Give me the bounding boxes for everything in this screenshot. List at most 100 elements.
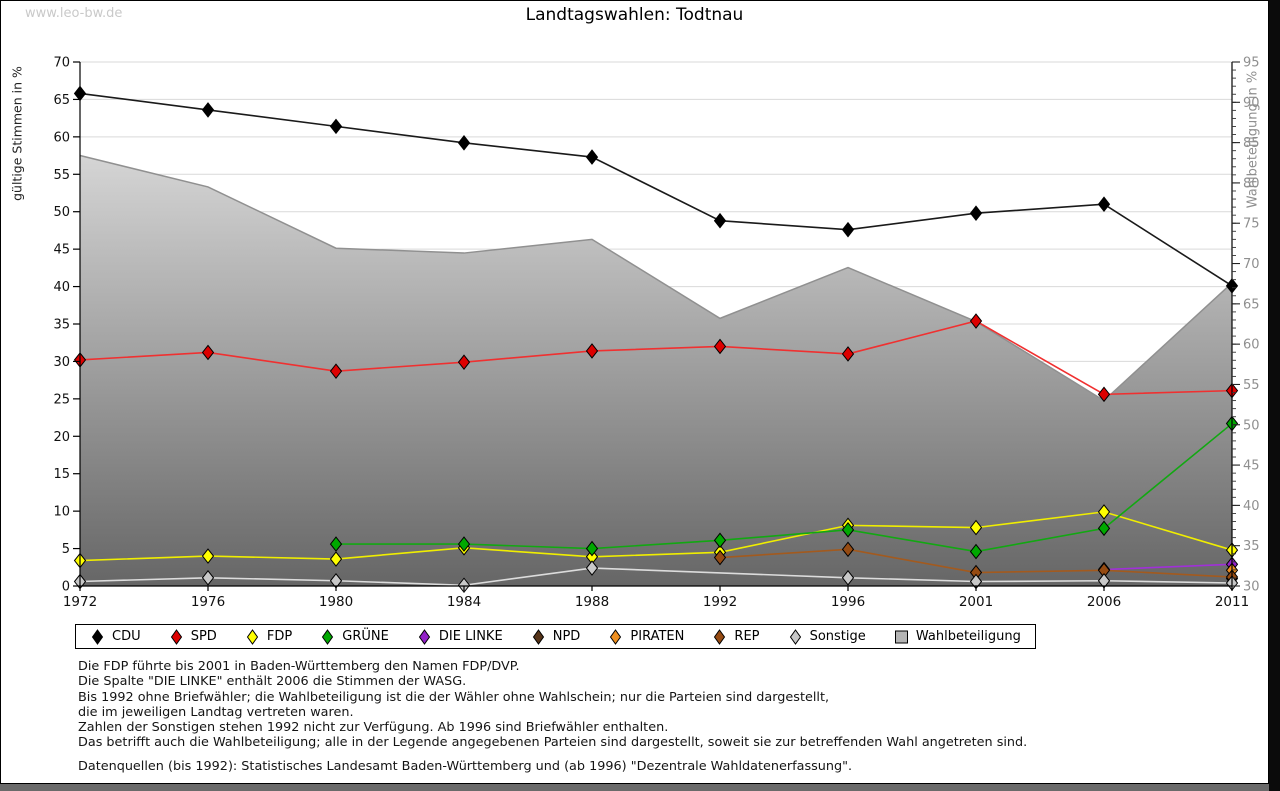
svg-text:80: 80 <box>1243 176 1260 191</box>
note-line: Bis 1992 ohne Briefwähler; die Wahlbetei… <box>78 689 830 705</box>
svg-text:55: 55 <box>1243 378 1260 393</box>
marker-GRÜNE-1988 <box>585 540 599 557</box>
marker-GRÜNE-2006 <box>1097 520 1111 537</box>
legend-label: REP <box>734 629 760 644</box>
svg-text:45: 45 <box>53 243 70 258</box>
legend-label: Sonstige <box>809 629 866 644</box>
marker-FDP-2006 <box>1097 504 1111 520</box>
svg-text:50: 50 <box>53 205 70 220</box>
svg-text:30: 30 <box>1243 580 1260 595</box>
legend-item-REP: REP <box>712 628 760 645</box>
chart-title: Landtagswahlen: Todtnau <box>525 5 744 25</box>
diamond-marker-icon <box>532 628 544 645</box>
svg-text:50: 50 <box>1243 418 1260 433</box>
svg-text:65: 65 <box>53 93 70 108</box>
right-axis-title: Wahlbeteiligung in % <box>1245 70 1261 209</box>
legend-label: GRÜNE <box>342 629 389 644</box>
diamond-marker-icon <box>789 628 801 645</box>
marker-CDU-1992 <box>713 212 727 229</box>
marker-GRÜNE-1984 <box>457 536 471 552</box>
legend-label: SPD <box>190 629 217 644</box>
marker-CDU-2006 <box>1097 196 1111 213</box>
series-area-wahlbeteiligung <box>79 154 1233 586</box>
marker-GRÜNE-2001 <box>969 543 983 560</box>
note-line: Zahlen der Sonstigen stehen 1992 nicht z… <box>78 720 669 736</box>
legend-item-CDU: CDU <box>90 628 141 645</box>
axes: 0 5 10 15 20 25 30 35 40 45 50 55 60 65 70 1972 1976 1980… <box>53 56 1259 611</box>
svg-text:70: 70 <box>1243 257 1260 272</box>
marker-FDP-2001 <box>969 519 983 536</box>
svg-text:85: 85 <box>1243 136 1260 151</box>
svg-text:0: 0 <box>62 580 70 595</box>
x-tick-1980: 1980 <box>319 594 353 610</box>
legend-item-PIRATEN: PIRATEN <box>608 628 685 645</box>
legend: CDU SPD FDP GRÜNE DIE LINKE NPD PIRATEN REP Sons… <box>75 624 1036 649</box>
diamond-marker-icon <box>91 628 104 645</box>
legend-label: PIRATEN <box>630 629 685 644</box>
legend-label: DIE LINKE <box>438 629 503 644</box>
legend-item-SPD: SPD <box>169 628 217 645</box>
note-line: Die FDP führte bis 2001 in Baden-Württem… <box>78 659 520 674</box>
marker-GRÜNE-1980 <box>329 536 343 552</box>
marker-SPD-2006 <box>1097 386 1111 403</box>
data-source-line: Datenquellen (bis 1992): Statistisches L… <box>78 758 853 774</box>
diamond-marker-icon <box>714 628 726 645</box>
legend-item-NPD: NPD <box>531 628 580 645</box>
marker-CDU-1988 <box>585 149 599 165</box>
svg-text:75: 75 <box>1243 217 1260 232</box>
bottom-bar <box>0 784 1269 791</box>
legend-label: Wahlbeteiligung <box>915 629 1021 644</box>
note-line: Die Spalte "DIE LINKE" enthält 2006 die … <box>78 674 467 690</box>
marker-Sonstige-1988 <box>585 560 599 576</box>
marker-CDU-2001 <box>969 205 983 222</box>
svg-text:95: 95 <box>1243 56 1260 71</box>
legend-item-Wahlbeteiligung: Wahlbeteiligung <box>894 629 1021 645</box>
marker-SPD-1984 <box>457 354 471 370</box>
marker-FDP-1976 <box>201 548 215 564</box>
marker-REP-1992 <box>713 549 727 566</box>
svg-text:40: 40 <box>53 280 70 295</box>
right-edge-bar <box>1269 0 1280 791</box>
diamond-marker-icon <box>246 628 258 645</box>
svg-text:5: 5 <box>62 542 70 557</box>
legend-item-DIE LINKE: DIE LINKE <box>417 628 503 645</box>
svg-text:30: 30 <box>53 355 70 370</box>
svg-text:35: 35 <box>53 318 70 333</box>
x-tick-1996: 1996 <box>831 594 865 610</box>
svg-text:60: 60 <box>1243 338 1260 353</box>
svg-text:60: 60 <box>53 130 70 145</box>
legend-item-Sonstige: Sonstige <box>788 628 866 645</box>
legend-label: FDP <box>266 629 293 644</box>
svg-text:90: 90 <box>1243 96 1260 111</box>
marker-CDU-1996 <box>841 221 855 238</box>
svg-text:35: 35 <box>1243 539 1260 554</box>
marker-Sonstige-1976 <box>201 569 215 586</box>
watermark: www.leo-bw.de <box>25 6 123 21</box>
svg-text:45: 45 <box>1243 459 1260 474</box>
note-line: die im jeweiligen Landtag vertreten ware… <box>78 704 354 720</box>
x-tick-2001: 2001 <box>959 594 993 610</box>
note-line: Das betrifft auch die Wahlbeteiligung; a… <box>78 735 1028 751</box>
series-GRÜNE <box>329 415 1239 560</box>
marker-CDU-1984 <box>457 135 471 151</box>
x-tick-1992: 1992 <box>703 594 737 610</box>
svg-text:15: 15 <box>53 467 70 482</box>
marker-Sonstige-1996 <box>841 569 855 586</box>
marker-SPD-1980 <box>329 363 343 379</box>
election-line-chart: 0 5 10 15 20 25 30 35 40 45 50 55 60 65 70 1972 1976 1980… <box>53 56 1259 611</box>
footnotes: Die FDP führte bis 2001 in Baden-Württem… <box>78 659 1027 774</box>
diamond-marker-icon <box>418 628 431 645</box>
x-tick-1988: 1988 <box>575 594 609 610</box>
left-axis-title: gültige Stimmen in % <box>9 66 25 201</box>
marker-FDP-1980 <box>329 551 343 567</box>
svg-text:70: 70 <box>53 56 70 71</box>
marker-GRÜNE-1996 <box>841 522 855 538</box>
x-tick-1972: 1972 <box>63 594 97 610</box>
diamond-marker-icon <box>322 628 334 645</box>
diamond-marker-icon <box>170 628 182 645</box>
marker-GRÜNE-1992 <box>713 532 727 549</box>
notes-lines: Die FDP führte bis 2001 in Baden-Württem… <box>78 659 1027 751</box>
marker-CDU-1980 <box>329 118 343 135</box>
marker-Sonstige-1984 <box>457 577 471 594</box>
